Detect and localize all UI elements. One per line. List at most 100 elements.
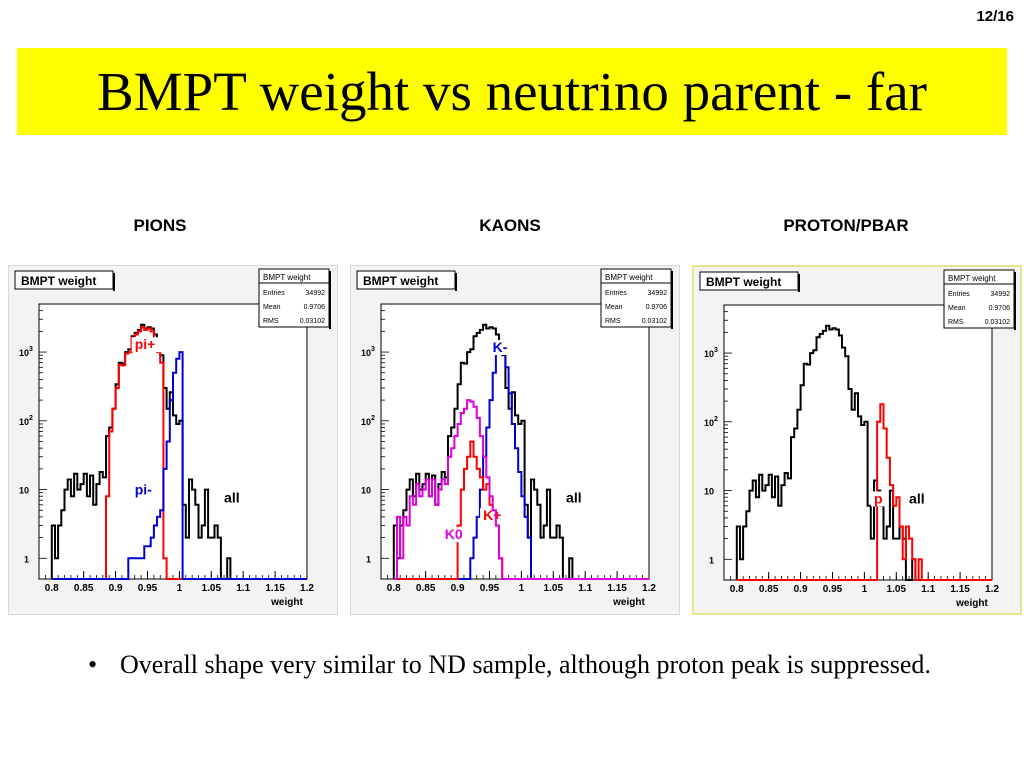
slide-title: BMPT weight vs neutrino parent - far [97, 61, 927, 122]
series-label-bg [131, 337, 162, 353]
histogram-title: BMPT weight [21, 274, 96, 288]
section-label-kaons: KAONS [479, 216, 541, 235]
x-tick-label: 1.05 [202, 583, 222, 594]
histogram-line-K0 [393, 399, 649, 580]
series-label-p: p [874, 490, 883, 506]
y-tick-label: 1 [709, 555, 714, 565]
x-tick-label: 0.9 [794, 584, 808, 595]
y-tick-label: 10 [704, 418, 714, 428]
bullet-mark: • [88, 650, 98, 679]
stats-shadow [1014, 272, 1016, 330]
stats-shadow [329, 271, 331, 329]
y-tick-label: 10 [704, 349, 714, 359]
stats-key-mean: Mean [948, 305, 966, 312]
y-tick-label: 10 [19, 486, 29, 496]
stats-key-entries: Entries [263, 290, 285, 297]
x-tick-label: 0.95 [138, 583, 158, 594]
series-label-bg [906, 491, 937, 507]
series-K0: K0 [393, 399, 649, 580]
x-tick-label: 0.85 [759, 584, 779, 595]
series-label-all: all [224, 489, 240, 505]
title-banner: BMPT weight vs neutrino parent - far [17, 48, 1007, 135]
series-label-bg [563, 490, 594, 506]
series-label-all: all [909, 490, 925, 506]
bullet-text: Overall shape very similar to ND sample,… [120, 650, 931, 679]
stats-box: BMPT weight Entries 34992 Mean 0.9706 RMS 0.03… [943, 269, 1016, 330]
stats-name: BMPT weight [605, 273, 653, 282]
y-tick-label: 10 [19, 348, 29, 358]
histogram-line-pi- [51, 351, 307, 580]
stats-name: BMPT weight [948, 274, 996, 283]
stats-value-rms: 0.03102 [300, 318, 325, 325]
title-box-shadow [455, 273, 457, 291]
stats-box: BMPT weight Entries 34992 Mean 0.9706 RMS 0.03… [600, 268, 673, 329]
stats-key-mean: Mean [605, 304, 623, 311]
plot-frame [723, 304, 993, 581]
histogram-line-p [736, 403, 992, 581]
histogram-line-all [735, 324, 992, 581]
stats-value-entries: 34992 [648, 290, 668, 297]
stats-key-entries: Entries [605, 290, 627, 297]
histogram-title-box: BMPT weight [14, 270, 115, 291]
stats-value-mean: 0.9706 [304, 304, 326, 311]
x-tick-label: 0.8 [730, 584, 744, 595]
histogram-title: BMPT weight [363, 274, 438, 288]
x-tick-label: 1.1 [236, 583, 250, 594]
series-label-bg [441, 527, 464, 543]
stats-key-mean: Mean [263, 304, 281, 311]
stats-frame [258, 268, 330, 328]
x-tick-label: 1.1 [578, 583, 592, 594]
series-label-bg [131, 482, 162, 498]
stats-key-entries: Entries [948, 291, 970, 298]
stats-shadow [671, 271, 673, 329]
x-tick-label: 1.15 [607, 583, 627, 594]
histogram-panel-pions: BMPT weight BMPT weight Entries 34992 Mean 0.… [8, 265, 338, 615]
series-pi-: pi- [51, 351, 307, 580]
stats-value-entries: 34992 [991, 291, 1011, 298]
section-label-pions: PIONS [133, 216, 187, 235]
series-label-all: all [566, 489, 582, 505]
bullet-point: • Overall shape very similar to ND sampl… [88, 648, 948, 681]
x-axis-label: weight [955, 598, 988, 609]
stats-value-rms: 0.03102 [985, 319, 1010, 326]
x-tick-label: 0.8 [387, 583, 401, 594]
title-box-shadow [798, 274, 800, 292]
stats-key-rms: RMS [605, 318, 621, 325]
series-label-pi-: pi- [135, 481, 152, 497]
y-tick-exponent: 2 [371, 415, 375, 422]
x-tick-label: 0.8 [45, 583, 59, 594]
series-label-bg [489, 340, 512, 356]
series-label-pi+: pi+ [135, 336, 156, 352]
x-tick-label: 1.05 [887, 584, 907, 595]
histogram-panel-proton: BMPT weight BMPT weight Entries 34992 Mean 0.… [692, 265, 1022, 615]
stats-key-rms: RMS [948, 319, 964, 326]
x-tick-label: 1.2 [985, 584, 999, 595]
series-p: p [736, 403, 992, 581]
stats-value-rms: 0.03102 [642, 318, 667, 325]
x-tick-label: 1 [177, 583, 183, 594]
series-label-bg [870, 491, 885, 507]
x-tick-label: 0.85 [74, 583, 94, 594]
plot-frame [38, 303, 308, 580]
series-label-bg [221, 490, 252, 506]
x-tick-label: 0.95 [480, 583, 500, 594]
x-tick-label: 1.2 [300, 583, 314, 594]
histogram-svg: BMPT weight BMPT weight Entries 34992 Mean 0.… [356, 268, 673, 608]
y-tick-label: 1 [366, 554, 371, 564]
y-tick-label: 10 [361, 348, 371, 358]
x-tick-label: 1 [519, 583, 525, 594]
x-tick-label: 1.1 [921, 584, 935, 595]
stats-value-entries: 34992 [306, 290, 326, 297]
x-axis-label: weight [612, 597, 645, 608]
histogram-title-box: BMPT weight [699, 271, 800, 292]
y-tick-label: 10 [361, 417, 371, 427]
x-tick-label: 1.15 [950, 584, 970, 595]
histogram-title: BMPT weight [706, 275, 781, 289]
series-all: all [735, 324, 992, 581]
y-tick-label: 1 [24, 554, 29, 564]
histogram-title-box: BMPT weight [356, 270, 457, 291]
x-tick-label: 0.9 [451, 583, 465, 594]
